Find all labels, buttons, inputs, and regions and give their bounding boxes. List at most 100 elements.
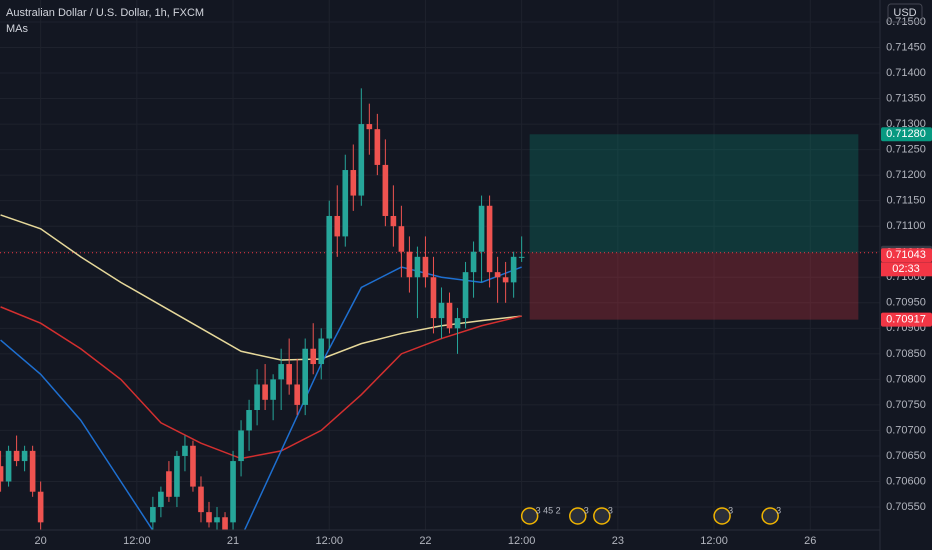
candle-body (454, 318, 461, 329)
countdown: 02:33 (892, 263, 920, 275)
event-label[interactable]: 3 45 2 (536, 505, 561, 515)
candle-body (374, 129, 381, 165)
candle-body (382, 164, 389, 216)
candle-body (222, 517, 228, 530)
event-label[interactable]: 3 (584, 505, 589, 515)
candle-body (254, 384, 260, 411)
countdown-box (881, 262, 932, 277)
x-tick-label: 21 (227, 535, 239, 547)
price-tag-label: 0.71043 (886, 249, 926, 261)
candle-body (166, 471, 172, 497)
candle-body (182, 445, 188, 456)
y-tick-label: 0.71300 (886, 118, 926, 130)
candle-body (21, 450, 28, 462)
candle-body (310, 348, 317, 365)
candle-body (430, 277, 437, 319)
y-tick-label: 0.71450 (886, 41, 926, 53)
price-tag (881, 312, 932, 327)
candle-body (518, 256, 525, 258)
candle-body (158, 491, 164, 508)
candle-body (206, 512, 212, 523)
event-icon[interactable] (593, 507, 611, 525)
event-icon[interactable] (569, 507, 587, 525)
event-icon[interactable] (520, 507, 539, 525)
event-label[interactable]: 3 (608, 505, 613, 515)
candle-body (294, 384, 300, 405)
x-tick-label: 26 (804, 535, 816, 547)
moving-average (0, 266, 522, 530)
price-tag (881, 248, 932, 263)
y-tick-label: 0.71150 (887, 195, 926, 207)
candle-body (494, 272, 501, 278)
chart-title: Australian Dollar / U.S. Dollar, 1h, FXC… (6, 7, 204, 19)
currency-button[interactable] (887, 3, 923, 23)
candle-body (190, 445, 196, 487)
candle-body (150, 507, 156, 523)
candle-body (350, 170, 357, 196)
plot-area (0, 88, 880, 530)
axes: 0.715000.714500.714000.713500.713000.712… (35, 16, 932, 547)
y-tick-label: 0.71400 (886, 67, 926, 79)
candle-body (278, 364, 284, 380)
x-tick-label: 23 (612, 535, 624, 547)
x-tick-label: 12:00 (315, 535, 343, 547)
candle-body (390, 215, 397, 227)
x-tick-label: 12:00 (123, 535, 151, 547)
moving-average (0, 214, 522, 361)
candle-body (422, 256, 429, 278)
candle-body (478, 205, 485, 252)
event-label[interactable]: 3 (776, 505, 781, 515)
candle-body (510, 256, 517, 283)
candle-body (0, 466, 4, 482)
candle-body (446, 302, 453, 329)
event-icon[interactable] (761, 507, 779, 525)
candle-body (302, 348, 309, 405)
candle-body (462, 272, 469, 319)
candle-body (37, 491, 44, 523)
y-tick-label: 0.71350 (886, 92, 926, 104)
moving-average (0, 306, 522, 460)
event-label[interactable]: 3 (728, 505, 733, 515)
candle-body (174, 455, 180, 497)
currency-label[interactable]: USD (893, 7, 916, 19)
y-tick-label: 0.70700 (886, 424, 926, 436)
candle-body (342, 170, 349, 237)
y-tick-label: 0.71200 (886, 169, 926, 181)
candle-body (358, 124, 365, 196)
candle-body (486, 205, 493, 273)
x-tick-label: 22 (419, 535, 431, 547)
candle-body (262, 384, 268, 400)
event-icon[interactable] (713, 507, 731, 525)
y-tick-label: 0.70650 (886, 450, 926, 462)
candle-body (366, 124, 373, 130)
x-tick-label: 12:00 (700, 535, 728, 547)
y-tick-label: 0.70600 (886, 475, 926, 487)
candle-body (286, 364, 292, 385)
y-tick-label: 0.70750 (886, 399, 926, 411)
price-tag (881, 127, 932, 142)
candle-body (406, 251, 413, 278)
loss-zone (529, 252, 859, 320)
candle-body (29, 450, 36, 492)
candle-body (238, 430, 244, 462)
price-tag-label: 0.71280 (886, 128, 926, 140)
indicator-label: MAs (6, 23, 29, 35)
candle-body (198, 486, 204, 513)
y-tick-label: 0.70950 (886, 297, 926, 309)
y-tick-label: 0.70850 (886, 348, 926, 360)
y-tick-label: 0.70550 (886, 501, 926, 513)
candle-body (334, 215, 341, 237)
price-tag-label: 0.70917 (886, 314, 926, 326)
candle-body (5, 450, 12, 482)
y-tick-label: 0.70800 (886, 373, 926, 385)
candle-body (398, 226, 405, 252)
x-tick-label: 20 (35, 535, 47, 547)
candle-body (214, 517, 220, 523)
candle-body (470, 251, 477, 273)
x-tick-label: 12:00 (508, 535, 536, 547)
y-tick-label: 0.71100 (887, 220, 926, 232)
candle-body (438, 302, 445, 319)
candle-body (270, 379, 276, 400)
